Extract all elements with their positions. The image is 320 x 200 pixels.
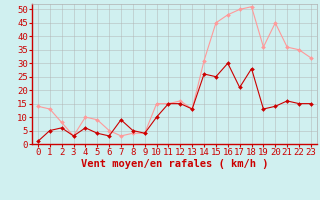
X-axis label: Vent moyen/en rafales ( km/h ): Vent moyen/en rafales ( km/h ): [81, 159, 268, 169]
